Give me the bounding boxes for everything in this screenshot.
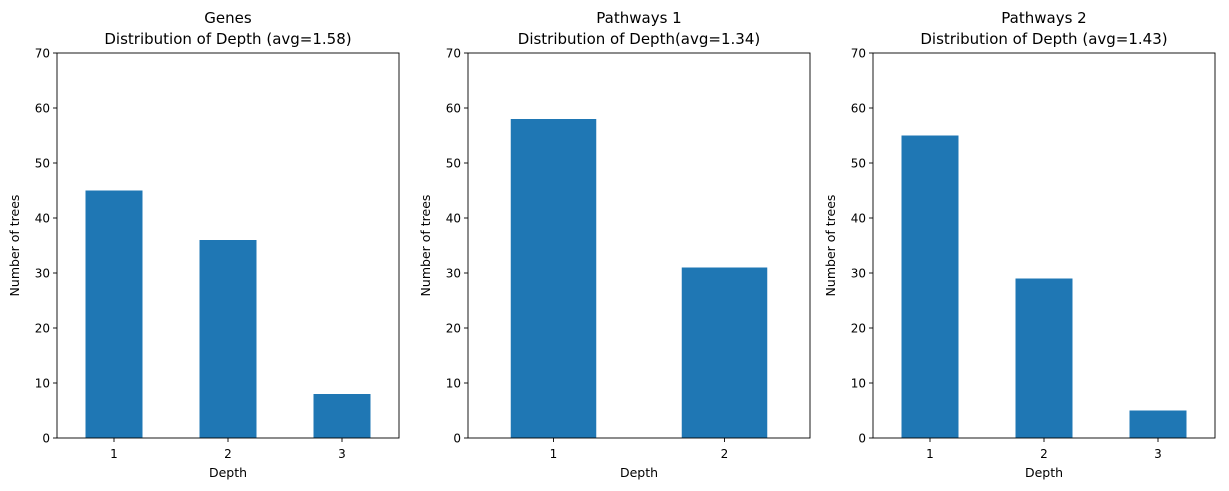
y-tick-label: 30: [35, 267, 50, 281]
chart-title-line: Pathways 1: [596, 9, 681, 27]
y-tick-label: 20: [35, 322, 50, 336]
bar-depth-2: [1015, 278, 1073, 438]
y-tick-label: 50: [851, 157, 866, 171]
y-tick-label: 70: [851, 47, 866, 61]
x-tick-label: 1: [926, 447, 934, 461]
y-tick-label: 0: [858, 432, 866, 446]
bar-depth-2: [199, 240, 257, 438]
plot-frame: [467, 52, 811, 439]
chart-title-line: Distribution of Depth (avg=1.43): [920, 30, 1167, 48]
y-tick-label: 60: [851, 102, 866, 116]
y-tick-label: 40: [35, 212, 50, 226]
x-tick-label: 3: [338, 447, 346, 461]
bar-depth-1: [510, 119, 597, 438]
y-tick-label: 30: [851, 267, 866, 281]
x-tick-label: 3: [1154, 447, 1162, 461]
y-tick-label: 10: [851, 377, 866, 391]
x-axis-label: Depth: [1025, 465, 1063, 480]
x-tick-label: 1: [110, 447, 118, 461]
bar-depth-1: [901, 135, 959, 438]
bar-depth-2: [681, 267, 768, 438]
y-tick-label: 20: [851, 322, 866, 336]
y-tick-label: 30: [446, 267, 461, 281]
y-tick-label: 40: [446, 212, 461, 226]
chart-title-line: Distribution of Depth(avg=1.34): [518, 30, 760, 48]
x-tick-label: 2: [224, 447, 232, 461]
chart-panel-1: Genes Distribution of Depth (avg=1.58) 0 10…: [7, 9, 400, 480]
x-axis-label: Depth: [209, 465, 247, 480]
bar-depth-1: [85, 190, 143, 438]
y-tick-label: 50: [35, 157, 50, 171]
chart-title-line: Genes: [204, 9, 252, 27]
y-tick-label: 50: [446, 157, 461, 171]
chart-panel-3: Pathways 2 Distribution of Depth (avg=1.4…: [823, 9, 1216, 480]
chart-title-line: Distribution of Depth (avg=1.58): [104, 30, 351, 48]
y-axis-label: Number of trees: [7, 195, 22, 297]
x-tick-label: 2: [721, 447, 729, 461]
y-tick-label: 60: [35, 102, 50, 116]
y-tick-label: 70: [446, 47, 461, 61]
y-tick-label: 40: [851, 212, 866, 226]
bar-depth-3: [1129, 410, 1187, 438]
y-tick-label: 20: [446, 322, 461, 336]
x-tick-label: 2: [1040, 447, 1048, 461]
y-axis-label: Number of trees: [823, 195, 838, 297]
y-tick-label: 10: [446, 377, 461, 391]
x-tick-label: 1: [550, 447, 558, 461]
bar-depth-3: [313, 394, 371, 438]
chart-panel-2: Pathways 1 Distribution of Depth(avg=1.34…: [418, 9, 811, 480]
y-tick-label: 60: [446, 102, 461, 116]
y-tick-label: 10: [35, 377, 50, 391]
y-tick-label: 0: [453, 432, 461, 446]
y-tick-label: 70: [35, 47, 50, 61]
x-axis-label: Depth: [620, 465, 658, 480]
chart-title-line: Pathways 2: [1001, 9, 1086, 27]
y-tick-label: 0: [42, 432, 50, 446]
y-axis-label: Number of trees: [418, 195, 433, 297]
